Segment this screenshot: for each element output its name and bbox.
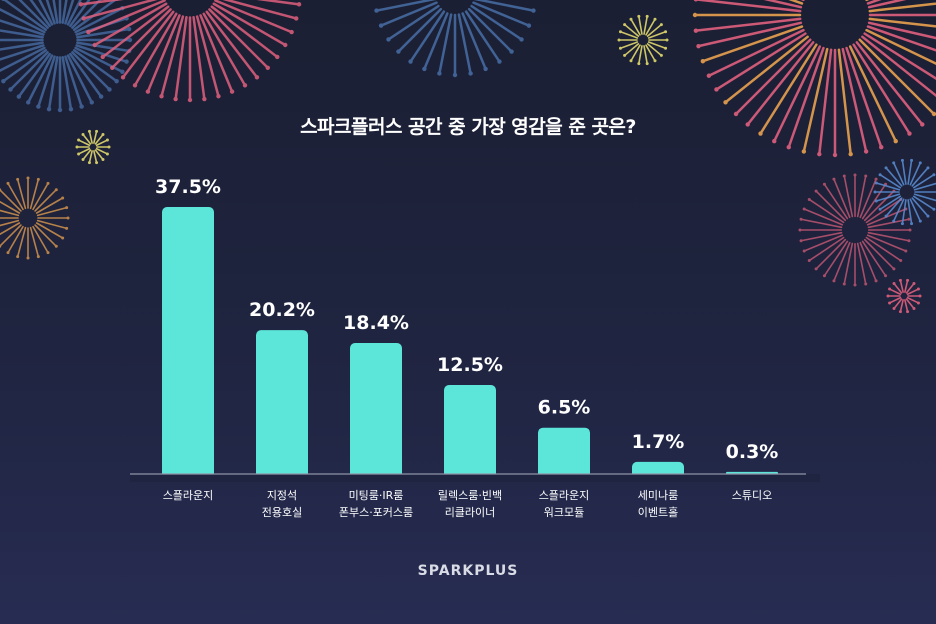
firework-burst <box>617 14 669 66</box>
bar <box>350 342 402 479</box>
bar-value-label: 12.5% <box>437 354 503 376</box>
firework-burst <box>886 278 922 314</box>
firework-burst <box>0 176 70 260</box>
category-label: 스튜디오 <box>732 489 772 502</box>
category-label: 미팅룸·IR룸 <box>349 489 404 502</box>
category-label: 세미나룸 <box>638 489 678 502</box>
bar-value-label: 0.3% <box>726 441 779 463</box>
bar-value-label: 18.4% <box>343 312 409 334</box>
category-label: 전용호실 <box>262 506 302 519</box>
firework-burst <box>374 0 536 78</box>
category-label: 지정석 <box>267 489 297 502</box>
bar <box>538 427 590 479</box>
category-label: 릴렉스룸·빈백 <box>438 489 502 502</box>
firework-burst <box>692 0 936 158</box>
category-label: 폰부스·포커스룸 <box>339 506 413 519</box>
category-label: 스플라운지 <box>163 489 214 502</box>
bar-value-label: 37.5% <box>155 176 221 198</box>
baseline-mask <box>130 474 820 482</box>
firework-burst <box>873 158 936 226</box>
category-label: 스플라운지 <box>539 489 590 502</box>
bar-value-label: 1.7% <box>632 431 685 453</box>
firework-burst <box>798 173 912 287</box>
brand-logo: SPARKPLUS <box>417 563 519 579</box>
category-label: 워크모듈 <box>544 506 584 519</box>
chart-title: 스파크플러스 공간 중 가장 영감을 준 곳은? <box>300 116 636 138</box>
bar-value-label: 20.2% <box>249 299 315 321</box>
bar <box>162 207 214 479</box>
category-label: 리클라이너 <box>445 506 496 519</box>
bar <box>256 330 308 479</box>
category-label: 이벤트홀 <box>638 506 678 519</box>
firework-burst <box>78 0 302 103</box>
bar-value-label: 6.5% <box>538 397 591 419</box>
firework-burst <box>75 129 111 165</box>
bar <box>444 385 496 479</box>
